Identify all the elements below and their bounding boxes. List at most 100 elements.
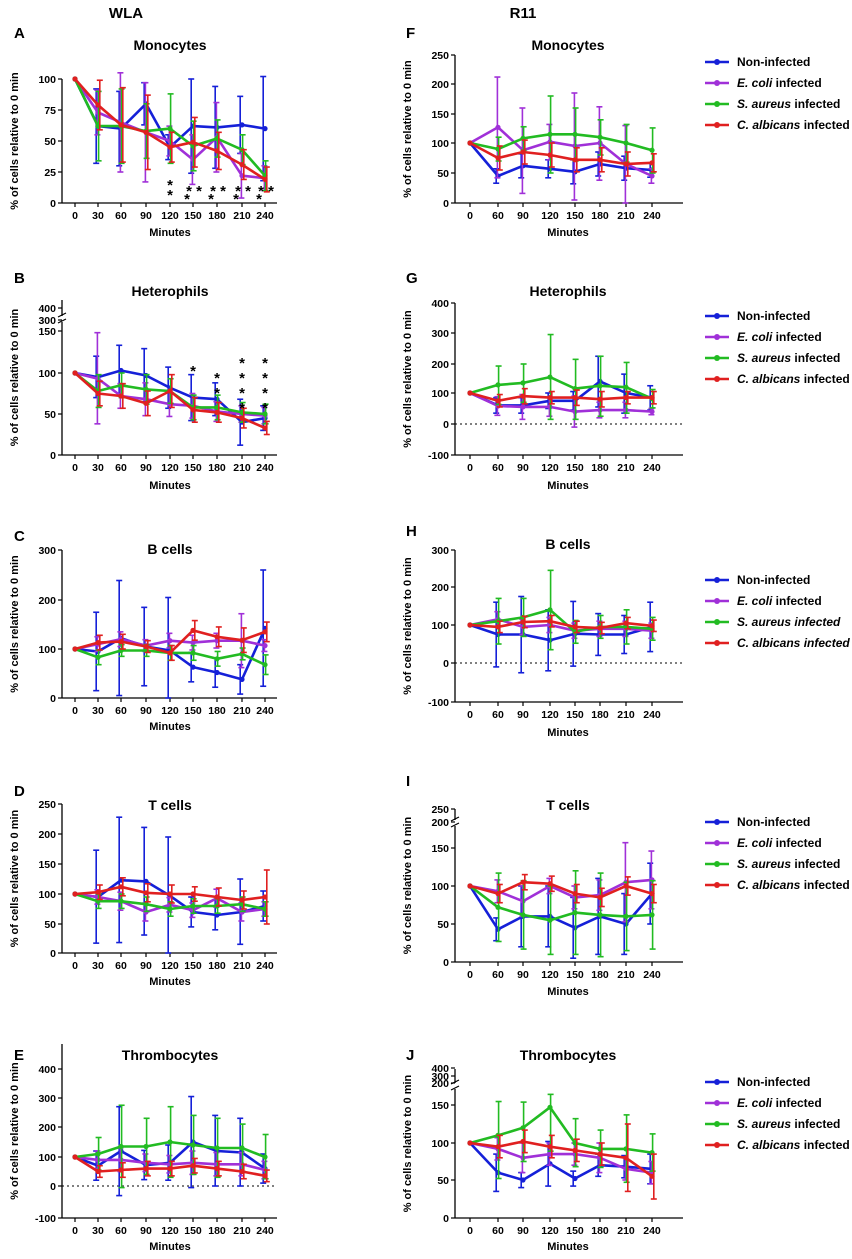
data-point — [214, 1145, 220, 1151]
y-tick-label: 300 — [431, 545, 449, 557]
data-point — [190, 1142, 196, 1148]
legend-label: Non-infected — [737, 815, 810, 829]
data-point — [262, 1173, 268, 1179]
data-point — [467, 622, 473, 628]
y-tick-label: 200 — [431, 582, 449, 594]
x-tick-label: 90 — [517, 709, 529, 721]
data-point — [649, 1173, 655, 1179]
panel-title: Monocytes — [531, 37, 604, 53]
data-point — [72, 370, 78, 376]
y-tick-label: 100 — [431, 881, 449, 893]
chart-panel-e: E Thrombocytes -100 0 100 200 300 400 0 30 60 90 120… — [9, 1044, 277, 1253]
data-point — [572, 131, 578, 137]
data-point — [95, 640, 101, 646]
data-point — [214, 409, 220, 415]
legend-label: Non-infected — [737, 309, 810, 323]
legend-swatch-marker — [714, 122, 720, 128]
x-tick-label: 150 — [566, 462, 584, 474]
significance-star: * — [208, 191, 214, 208]
legend-label-italic: C. albicans — [737, 878, 801, 892]
x-tick-label: 240 — [256, 960, 274, 972]
legend-label-italic: E. coli — [737, 594, 773, 608]
y-tick-label: 150 — [431, 109, 449, 121]
data-point — [95, 1151, 101, 1157]
data-point — [547, 881, 553, 887]
data-point — [262, 126, 268, 132]
series-line — [469, 1141, 653, 1174]
significance-star: * — [239, 355, 245, 372]
data-point — [623, 1155, 629, 1161]
x-tick-label: 0 — [467, 709, 473, 721]
data-point — [118, 639, 124, 645]
significance-star: * — [258, 183, 264, 200]
legend-label: E. coli infected — [737, 1096, 822, 1110]
x-tick-label: 60 — [492, 969, 504, 981]
series-c-albicans-infected — [467, 873, 657, 908]
data-point — [214, 634, 220, 640]
significance-star: * — [262, 355, 268, 372]
data-point — [118, 1167, 124, 1173]
data-point — [520, 1125, 526, 1131]
data-point — [495, 904, 501, 910]
legend-label: Non-infected — [737, 573, 810, 587]
legend-label-text: infected — [800, 878, 849, 892]
axis-break-mark — [57, 318, 67, 324]
significance-star: * — [262, 370, 268, 387]
legend-swatch-marker — [714, 59, 720, 65]
y-axis-label: % of cells relative to 0 min — [9, 1062, 21, 1200]
data-point — [72, 1154, 78, 1160]
legend-swatch-marker — [714, 882, 720, 888]
x-axis-label: Minutes — [547, 1241, 589, 1253]
x-tick-label: 60 — [492, 210, 504, 222]
legend-label: C. albicans infected — [737, 1138, 850, 1152]
x-tick-label: 0 — [467, 210, 473, 222]
panel-title: B cells — [545, 536, 590, 552]
x-axis-label: Minutes — [547, 986, 589, 998]
significance-star: * — [256, 191, 262, 208]
data-point — [72, 76, 78, 82]
legend-label: S. aureus infected — [737, 351, 840, 365]
data-point — [143, 643, 149, 650]
data-point — [547, 374, 553, 380]
data-point — [623, 620, 629, 626]
x-tick-label: 30 — [92, 705, 104, 717]
legend-label-text: infected — [800, 118, 849, 132]
series-c-albicans-infected — [72, 619, 270, 662]
significance-star: * — [245, 183, 251, 200]
y-tick-label: 150 — [431, 1100, 449, 1112]
data-point — [190, 650, 196, 656]
data-point — [572, 891, 578, 897]
legend-label-text: infected — [800, 1138, 849, 1152]
legend-label: Non-infected — [737, 1075, 810, 1089]
panel-letter: D — [14, 783, 25, 800]
significance-star: * — [268, 183, 274, 200]
legend-label-italic: C. albicans infected — [737, 636, 850, 650]
y-tick-label: 200 — [431, 359, 449, 371]
legend-swatch-marker — [714, 355, 720, 361]
y-tick-label: 400 — [431, 298, 449, 310]
data-point — [547, 607, 553, 613]
data-point — [495, 891, 501, 897]
data-point — [167, 144, 173, 150]
legend-label-italic: E. coli — [737, 330, 773, 344]
series-c-albicans-infected — [467, 387, 657, 408]
x-tick-label: 0 — [467, 1225, 473, 1237]
legend-label-italic: C. albicans — [737, 1138, 801, 1152]
legend-label: E. coli infected — [737, 594, 822, 608]
data-point — [214, 894, 220, 900]
legend-swatch-marker — [714, 819, 720, 825]
x-tick-label: 90 — [517, 210, 529, 222]
series-c-albicans-infected — [72, 370, 270, 436]
x-tick-label: 120 — [541, 1225, 559, 1237]
data-point — [623, 161, 629, 167]
legend-swatch-marker — [714, 80, 720, 86]
y-tick-label: -100 — [35, 1213, 56, 1225]
x-axis-label: Minutes — [149, 721, 191, 733]
y-tick-label: 0 — [443, 658, 449, 670]
y-tick-label: 300 — [38, 315, 56, 327]
y-tick-label: -100 — [428, 450, 449, 462]
